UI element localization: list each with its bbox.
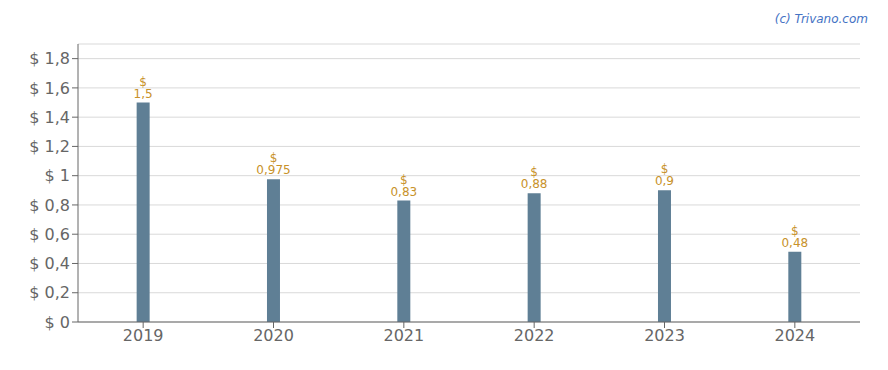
svg-text:2020: 2020: [253, 326, 294, 345]
svg-text:$ 0: $ 0: [45, 313, 70, 332]
svg-text:$ 0,4: $ 0,4: [29, 254, 70, 273]
svg-text:$ 1: $ 1: [45, 166, 70, 185]
svg-text:$0,48: $0,48: [781, 224, 808, 250]
svg-text:$ 0,2: $ 0,2: [29, 283, 70, 302]
svg-text:$ 0,6: $ 0,6: [29, 225, 70, 244]
svg-text:$1,5: $1,5: [134, 75, 153, 101]
svg-text:$0,9: $0,9: [655, 162, 674, 188]
svg-text:$0,83: $0,83: [390, 173, 417, 199]
html-text:(c) Trivano.com: (c) Trivano.com: [774, 12, 868, 26]
svg-text:$0,88: $0,88: [521, 165, 548, 191]
svg-text:$ 1,2: $ 1,2: [29, 137, 70, 156]
svg-text:2019: 2019: [123, 326, 164, 345]
svg-text:$0,975: $0,975: [256, 151, 290, 177]
svg-text:$ 1,4: $ 1,4: [29, 108, 70, 127]
svg-text:2023: 2023: [644, 326, 685, 345]
svg-text:2024: 2024: [774, 326, 815, 345]
svg-text:2022: 2022: [514, 326, 555, 345]
svg-text:$ 1,8: $ 1,8: [29, 49, 70, 68]
svg-text:2021: 2021: [383, 326, 424, 345]
svg-text:$ 0,8: $ 0,8: [29, 196, 70, 215]
svg-text:$ 1,6: $ 1,6: [29, 79, 70, 98]
